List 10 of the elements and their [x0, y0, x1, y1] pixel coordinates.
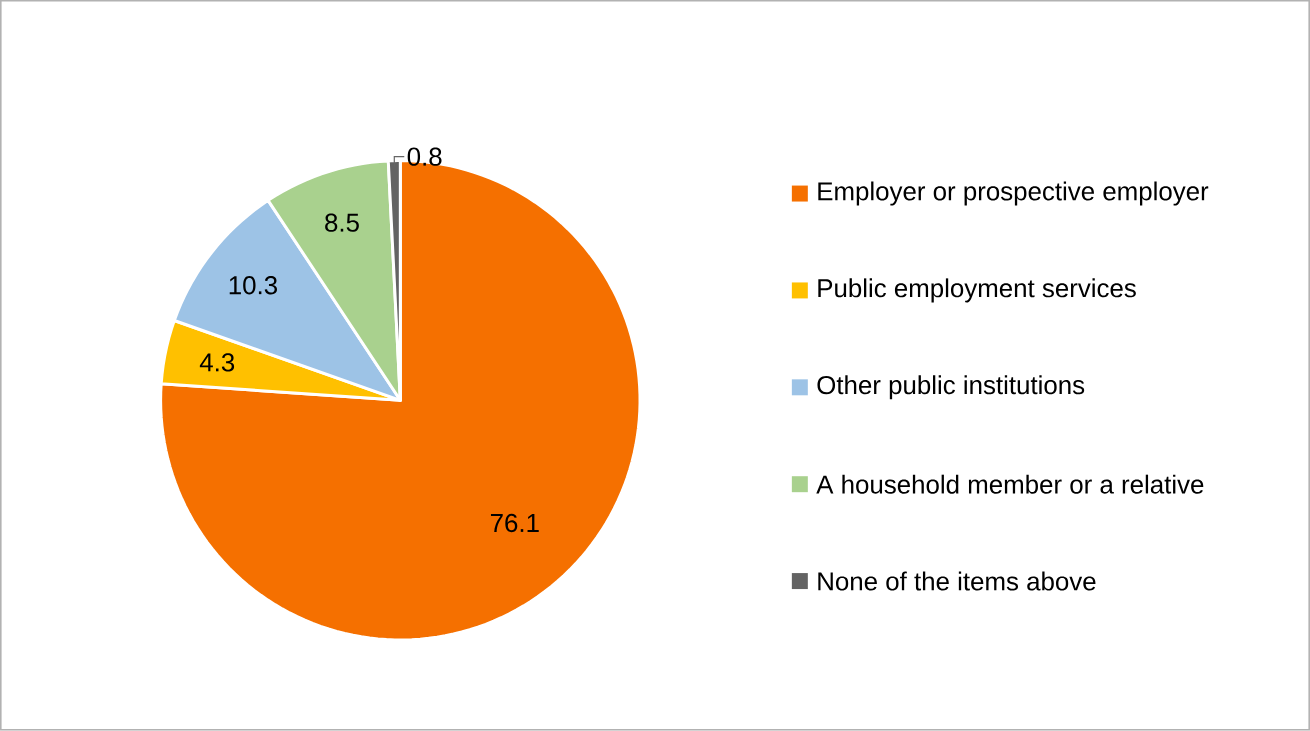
legend-label: Employer or prospective employer [818, 181, 1209, 206]
legend-label: Other public institutions [817, 375, 1085, 400]
data-label: 4.3 [199, 353, 235, 372]
data-label: 10.3 [229, 276, 277, 295]
data-label: 0.8 [407, 147, 442, 166]
legend-label: A household member or a relative [816, 474, 1204, 494]
legend-label: Public employment services [818, 278, 1136, 303]
legend-label: None of the items above [818, 571, 1096, 591]
data-label: 8.5 [325, 213, 359, 232]
data-label: 76.1 [490, 513, 539, 533]
